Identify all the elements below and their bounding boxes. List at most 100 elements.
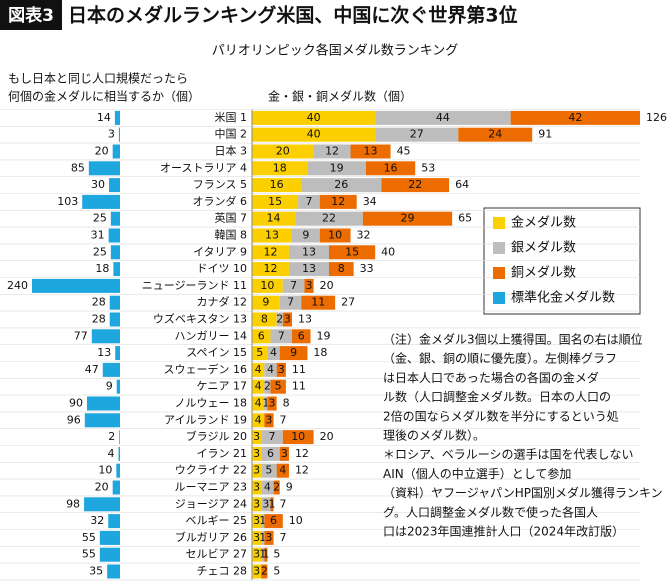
total-label: 20: [320, 279, 334, 292]
medal-segment: [313, 144, 351, 159]
total-label: 19: [317, 329, 331, 342]
segment-label: 20: [276, 145, 290, 158]
medal-segment: [282, 312, 293, 327]
medal-segment: [301, 178, 382, 193]
normalized-bar: [118, 127, 120, 142]
total-label: 10: [289, 514, 303, 527]
segment-label: 3: [305, 279, 312, 292]
normalized-label: 77: [74, 329, 88, 342]
medal-segment: [252, 110, 376, 125]
category-label: イタリア 9: [193, 245, 247, 258]
category-label: ノルウェー 18: [175, 397, 248, 410]
segment-label: 27: [410, 128, 424, 141]
normalized-bar: [112, 480, 120, 495]
normalized-label: 35: [89, 565, 103, 578]
category-label: オランダ 6: [193, 194, 248, 208]
normalized-label: 13: [97, 346, 111, 359]
medal-segment: [261, 430, 283, 445]
normalized-bar: [118, 446, 120, 461]
note-line: は日本人口であった場合の各国の金メダ: [383, 370, 599, 385]
segment-label: 12: [331, 195, 345, 208]
segment-label: 3: [253, 565, 260, 578]
medal-segment: [292, 329, 311, 344]
segment-label: 3: [253, 531, 260, 544]
segment-label: 1: [259, 531, 266, 544]
segment-label: 2: [261, 565, 268, 578]
normalized-bar: [119, 430, 120, 445]
segment-label: 7: [305, 195, 312, 208]
normalized-label: 9: [106, 380, 113, 393]
normalized-label: 4: [108, 447, 115, 460]
segment-label: 13: [364, 145, 378, 158]
segment-label: 12: [325, 145, 339, 158]
normalized-label: 103: [57, 195, 78, 208]
normalized-bar: [99, 547, 120, 562]
segment-label: 40: [307, 128, 321, 141]
segment-label: 4: [267, 363, 274, 376]
category-label: イラン 21: [197, 447, 248, 460]
segment-label: 3: [253, 497, 260, 510]
normalized-label: 14: [97, 111, 111, 124]
left-header: 何個の金メダルに相当するか（個）: [8, 89, 200, 104]
bar-header: 金・銀・銅メダル数（個）: [268, 89, 412, 104]
segment-label: 2: [276, 313, 283, 326]
medal-segment: [252, 463, 262, 478]
medal-segment: [307, 161, 366, 176]
segment-label: 6: [258, 329, 265, 342]
segment-label: 9: [262, 296, 269, 309]
segment-label: 3: [281, 447, 288, 460]
normalized-label: 28: [92, 313, 106, 326]
normalized-bar: [84, 413, 120, 428]
total-label: 64: [455, 178, 469, 191]
segment-label: 18: [273, 161, 287, 174]
category-label: ハンガリー 14: [175, 329, 248, 342]
normalized-label: 240: [7, 279, 28, 292]
normalized-bar: [112, 144, 120, 159]
medal-segment: [264, 362, 277, 377]
medal-segment: [301, 295, 336, 310]
category-label: ベルギー 25: [186, 514, 248, 527]
category-label: 英国 7: [215, 211, 248, 225]
normalized-bar: [102, 362, 120, 377]
segment-label: 5: [275, 380, 282, 393]
medal-segment: [288, 262, 329, 277]
medal-segment: [267, 396, 277, 411]
category-label: ドイツ 10: [197, 262, 248, 275]
segment-label: 4: [264, 481, 271, 494]
medal-segment: [264, 396, 268, 411]
note-line: ＊ロシア、ベラルーシの選手は国を代表しない: [383, 448, 634, 462]
normalized-label: 2: [108, 430, 115, 443]
normalized-label: 47: [85, 363, 99, 376]
total-label: 65: [458, 212, 472, 225]
segment-label: 10: [291, 430, 305, 443]
normalized-label: 18: [95, 262, 109, 275]
medal-segment: [252, 346, 268, 361]
segment-label: 4: [255, 363, 262, 376]
medal-segment: [304, 278, 314, 293]
segment-label: 4: [255, 397, 262, 410]
segment-label: 4: [255, 380, 262, 393]
normalized-bar: [113, 262, 120, 277]
normalized-bar: [82, 194, 120, 209]
medal-segment: [264, 514, 283, 529]
medal-segment: [276, 362, 286, 377]
segment-label: 3: [253, 430, 260, 443]
normalized-label: 30: [91, 178, 105, 191]
medal-segment: [270, 379, 286, 394]
normalized-bar: [109, 178, 120, 193]
segment-label: 42: [568, 111, 582, 124]
legend-label: 標準化金メダル数: [511, 290, 615, 306]
tag-box: [0, 0, 62, 30]
category-label: ウクライナ 22: [175, 464, 247, 477]
segment-label: 5: [256, 346, 263, 359]
medal-segment: [261, 547, 265, 562]
category-label: ニュージーランド 11: [142, 279, 247, 292]
legend-swatch: [493, 217, 505, 229]
segment-label: 3: [253, 447, 260, 460]
segment-label: 3: [265, 531, 272, 544]
medal-segment: [292, 228, 320, 243]
normalized-bar: [88, 161, 120, 176]
medal-segment: [273, 480, 280, 495]
segment-label: 16: [270, 178, 284, 191]
note-line: 口は2023年国連推計人口（2024年改訂版）: [383, 524, 624, 539]
